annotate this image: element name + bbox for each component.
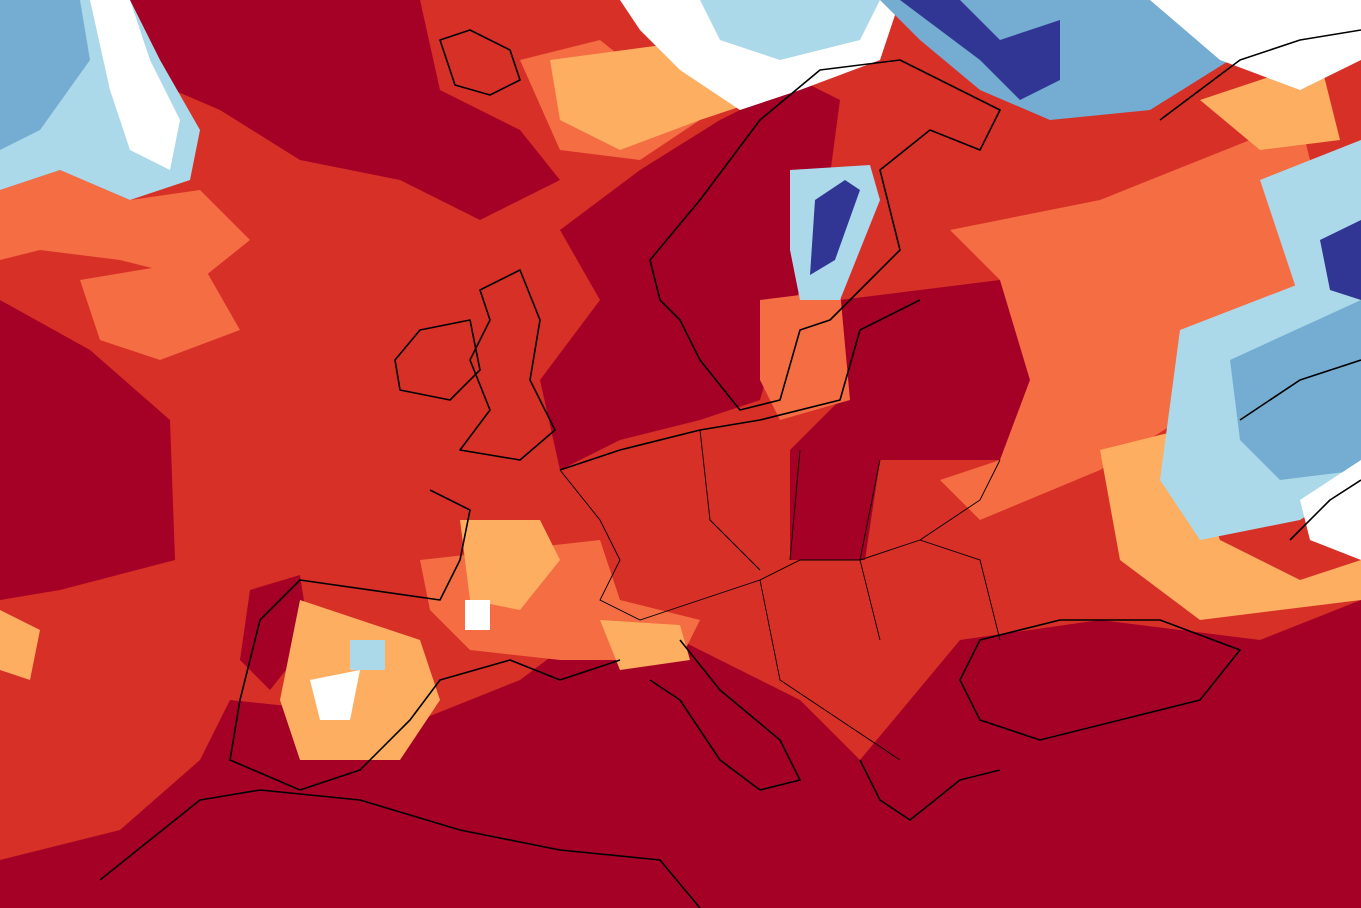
cool-regions: [0, 0, 1361, 720]
coastlines: [99, 29, 1361, 908]
